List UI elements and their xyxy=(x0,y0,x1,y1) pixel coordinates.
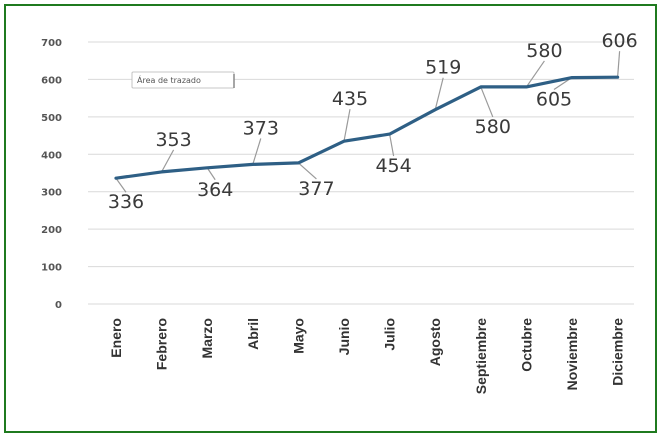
data-label: 353 xyxy=(155,129,191,151)
x-tick-label: Marzo xyxy=(199,318,215,358)
x-tick-label: Agosto xyxy=(427,318,443,366)
data-label: 364 xyxy=(197,179,233,201)
y-tick-label: 600 xyxy=(41,75,62,86)
x-tick-label: Noviembre xyxy=(564,318,580,391)
gridlines xyxy=(88,41,634,305)
x-tick-label: Mayo xyxy=(290,318,306,354)
series-line xyxy=(114,75,620,180)
label-leader xyxy=(617,51,621,78)
label-leader xyxy=(389,133,395,157)
data-label: 454 xyxy=(375,155,411,177)
x-tick-label: Octubre xyxy=(518,318,534,372)
data-label: 435 xyxy=(332,88,368,110)
label-leader-lines xyxy=(115,51,621,193)
label-leader xyxy=(525,60,545,88)
y-tick-label: 300 xyxy=(41,188,62,199)
label-leader xyxy=(434,77,444,110)
x-tick-label: Diciembre xyxy=(610,318,626,386)
data-label: 519 xyxy=(425,57,461,79)
label-leader xyxy=(298,162,317,180)
label-leader xyxy=(480,86,494,118)
label-leader xyxy=(252,138,262,165)
plot-area-tooltip: Área de trazado xyxy=(131,71,235,89)
x-tick-label: Enero xyxy=(108,318,124,358)
y-axis-ticks: 0 100 200 300 400 500 600 700 xyxy=(41,38,62,311)
tooltip-text: Área de trazado xyxy=(137,74,201,85)
x-tick-label: Abril xyxy=(245,318,261,350)
y-tick-label: 200 xyxy=(41,225,62,236)
y-tick-label: 100 xyxy=(41,263,62,274)
data-labels: 336 353 364 373 377 435 454 519 580 580 605 606 xyxy=(108,30,638,213)
x-axis-ticks: Enero Febrero Marzo Abril Mayo Junio Julio Agos… xyxy=(108,318,626,394)
data-label: 373 xyxy=(243,117,279,139)
data-label: 606 xyxy=(601,30,637,52)
chart-frame xyxy=(4,4,657,433)
data-label: 580 xyxy=(526,40,562,62)
x-tick-label: Junio xyxy=(336,318,352,355)
label-leader xyxy=(161,149,175,173)
x-tick-label: Septiembre xyxy=(473,318,489,394)
label-leader xyxy=(115,177,127,193)
label-leader xyxy=(206,167,216,181)
y-tick-label: 700 xyxy=(41,38,62,49)
x-tick-label: Febrero xyxy=(154,318,170,370)
x-tick-label: Julio xyxy=(382,318,398,351)
y-tick-label: 400 xyxy=(41,150,62,161)
y-tick-label: 500 xyxy=(41,113,62,124)
data-label: 336 xyxy=(108,191,144,213)
data-label: 377 xyxy=(298,178,334,200)
y-tick-label: 0 xyxy=(55,300,62,311)
data-label: 580 xyxy=(475,116,511,138)
label-leader xyxy=(343,109,351,142)
data-label: 605 xyxy=(536,89,572,111)
